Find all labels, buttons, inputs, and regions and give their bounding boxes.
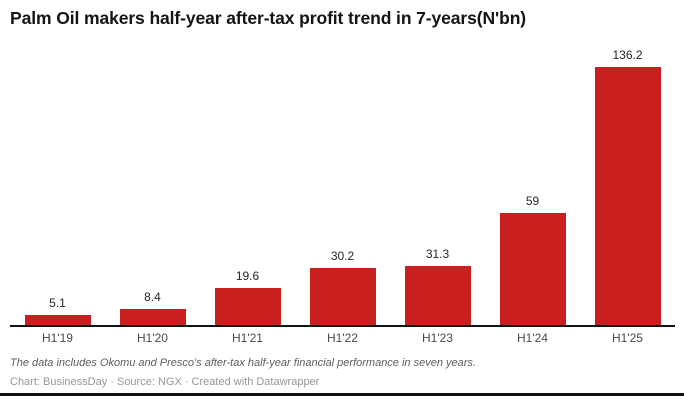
bar (24, 315, 91, 325)
x-axis-tick-label: H1'22 (327, 331, 358, 345)
bar-chart-plot-area: 5.1 8.4 19.6 30.2 31.3 59 136.2 (10, 40, 675, 327)
x-axis-tick-label: H1'21 (232, 331, 263, 345)
bar (309, 268, 376, 325)
bar-value-label: 31.3 (425, 247, 450, 261)
x-axis-tick-label: H1'23 (422, 331, 453, 345)
bar (214, 288, 281, 325)
bar-value-label: 5.1 (49, 296, 66, 310)
x-axis-tick-label: H1'20 (137, 331, 168, 345)
chart-title: Palm Oil makers half-year after-tax prof… (10, 8, 527, 28)
bar (404, 266, 471, 325)
bar-value-label: 59 (525, 194, 540, 208)
bar-value-label: 30.2 (330, 249, 355, 263)
byline: Chart: BusinessDay · Source: NGX · Creat… (10, 376, 320, 388)
bar-value-label: 19.6 (235, 269, 260, 283)
x-axis-tick-label: H1'25 (612, 331, 643, 345)
bar (594, 67, 661, 325)
bar-value-label: 8.4 (144, 290, 161, 304)
bottom-border (0, 393, 684, 396)
x-axis-tick-label: H1'19 (42, 331, 73, 345)
x-axis-tick-label: H1'24 (517, 331, 548, 345)
x-axis-labels: H1'19 H1'20 H1'21 H1'22 H1'23 H1'24 H1'25 (10, 331, 675, 347)
bar (119, 309, 186, 325)
footnote: The data includes Okomu and Presco's aft… (10, 357, 476, 369)
bar-value-label: 136.2 (612, 48, 643, 62)
bar (499, 213, 566, 325)
